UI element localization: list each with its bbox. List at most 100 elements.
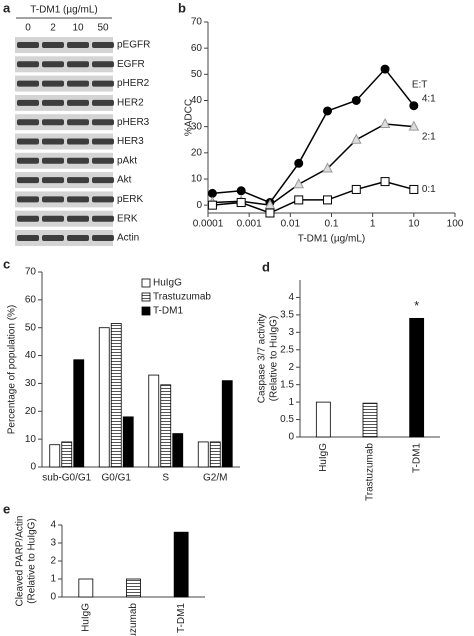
x-tick-label: 0.1 [325, 219, 339, 230]
annotation: E:T [412, 79, 428, 90]
series-label: 2:1 [422, 131, 436, 142]
y-tick-label: 2 [50, 556, 56, 567]
x-tick-label: T-DM1 [411, 443, 422, 473]
row-label: pEGFR [117, 40, 150, 51]
y-tick-label: 2 [288, 362, 294, 373]
panel-letter: a [3, 0, 11, 15]
y-tick-label: 30 [191, 121, 203, 132]
x-tick-label: Trastuzumab [128, 603, 139, 636]
bar [197, 441, 209, 468]
legend-swatch [141, 306, 151, 316]
lane-label: 2 [50, 23, 56, 34]
blot-band [17, 138, 39, 145]
y-tick-label: 70 [191, 17, 203, 28]
blot-band [42, 42, 64, 48]
bar [209, 441, 221, 468]
y-tick-label: 1 [50, 574, 56, 585]
x-tick-label: 0.001 [237, 219, 262, 230]
bar [148, 374, 160, 468]
y-tick-label: 70 [25, 267, 37, 278]
blot-band [92, 157, 114, 164]
bar [78, 578, 94, 598]
y-tick-label: 40 [191, 95, 203, 106]
y-axis-label: Percentage of population (%) [7, 305, 18, 435]
y-tick-label: 0.5 [280, 414, 294, 425]
marker [323, 195, 333, 205]
y-tick-label: 20 [191, 147, 203, 158]
marker [350, 133, 362, 144]
y-tick-label: 4 [288, 292, 294, 303]
y-tick-label: 0 [288, 432, 294, 443]
blot-band [17, 196, 39, 203]
marker [409, 184, 419, 194]
legend-swatch [141, 278, 151, 288]
y-axis-label: (Relative to HuIgG) [27, 518, 38, 604]
marker [294, 158, 304, 168]
marker [379, 117, 391, 129]
series-line [212, 180, 415, 214]
blot-band [92, 177, 114, 184]
bar [98, 327, 110, 468]
y-tick-label: 30 [25, 378, 37, 389]
blot-band [67, 235, 89, 241]
y-tick-label: 2.5 [280, 344, 294, 355]
legend-label: T-DM1 [153, 306, 183, 317]
y-tick-label: 3 [288, 327, 294, 338]
blot-header: T-DM1 (µg/mL) [30, 5, 97, 16]
y-tick-label: 3.5 [280, 310, 294, 321]
blot-band [67, 99, 89, 106]
marker [380, 64, 390, 74]
marker [323, 106, 333, 116]
bar [362, 402, 378, 438]
y-tick-label: 50 [25, 322, 37, 333]
x-tick-label: S [162, 473, 169, 484]
blot-band [92, 196, 114, 203]
marker [236, 186, 246, 196]
marker [351, 184, 361, 194]
x-tick-label: Trastuzumab [365, 443, 376, 501]
marker [207, 188, 217, 198]
bar [61, 441, 73, 468]
bar [110, 323, 122, 468]
y-tick-label: 0 [50, 592, 56, 603]
bar [126, 578, 141, 598]
blot-band [17, 119, 39, 126]
y-axis-label: (Relative to HuIgG) [269, 316, 280, 402]
y-tick-label: 60 [25, 294, 37, 305]
blot-band [92, 61, 114, 68]
x-tick-label: T-DM1 [176, 603, 187, 633]
blot-band [42, 177, 64, 184]
blot-band [42, 80, 64, 87]
y-tick-label: 40 [25, 350, 37, 361]
x-tick-label: G0/G1 [102, 473, 132, 484]
blot-band [92, 99, 114, 106]
blot-band [42, 235, 64, 241]
series-label: 0:1 [422, 184, 436, 195]
blot-band [67, 138, 89, 145]
marker [207, 200, 217, 210]
row-label: pAkt [117, 155, 137, 166]
blot-band [42, 138, 64, 145]
lane-label: 0 [25, 23, 31, 34]
legend-label: Trastuzumab [153, 292, 211, 303]
y-tick-label: 1 [288, 397, 294, 408]
row-label: Akt [117, 175, 132, 186]
blot-band [67, 61, 89, 68]
lane-label: 10 [72, 23, 84, 34]
marker [351, 95, 361, 105]
x-tick-label: sub-G0/G1 [42, 473, 91, 484]
blot-band [67, 215, 89, 222]
series-line [212, 67, 415, 204]
blot-band [42, 61, 64, 68]
panel-letter: b [178, 0, 186, 15]
marker [293, 178, 305, 189]
blot-band [67, 157, 89, 164]
x-tick-label: 0.01 [281, 219, 301, 230]
marker [265, 208, 275, 218]
blot-band [92, 235, 114, 241]
marker [322, 162, 333, 173]
bar [173, 531, 189, 598]
bar [73, 359, 85, 468]
bar [221, 380, 233, 468]
row-label: pHER3 [117, 117, 150, 128]
